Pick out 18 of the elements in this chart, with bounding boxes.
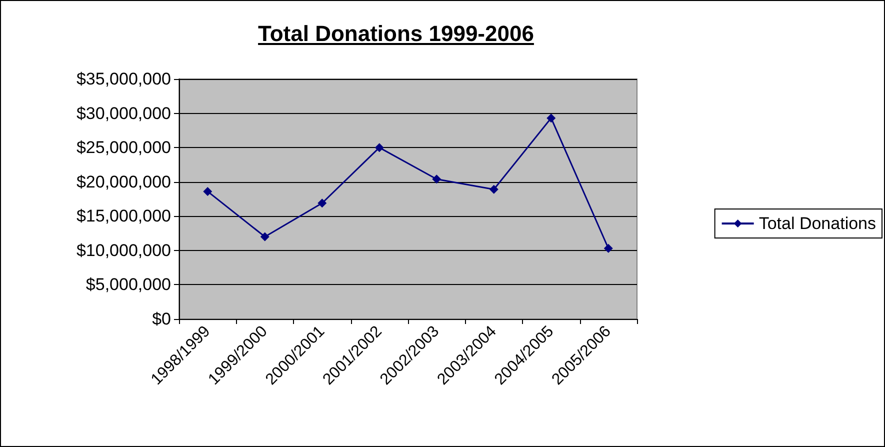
y-tick-label: $25,000,000 [76,138,171,158]
point [260,232,270,242]
point [318,198,327,208]
point [432,174,442,184]
point [489,184,498,194]
y-tick-label: $5,000,000 [86,275,171,294]
point [546,114,556,123]
y-tick-label: $35,000,000 [76,70,171,88]
point [374,143,384,152]
y-tick-label: $20,000,000 [76,172,171,192]
y-tick-label: $10,000,000 [76,240,171,260]
legend-label: Total Donations [758,214,876,233]
chart-title: Total Donations 1999-2006 [257,21,535,47]
point [604,244,613,253]
point [203,186,212,196]
y-tick-label: $15,000,000 [76,206,171,226]
y-tick-label: $30,000,000 [76,104,171,123]
y-tick-label: $0 [152,310,171,328]
